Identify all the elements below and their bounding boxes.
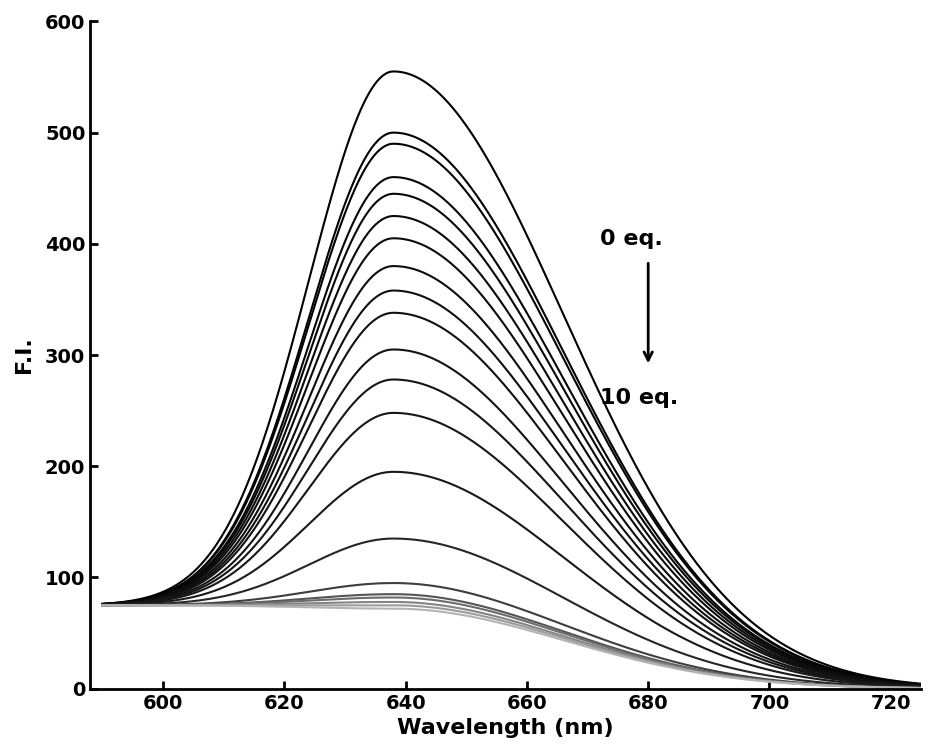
- Y-axis label: F.I.: F.I.: [14, 337, 34, 374]
- X-axis label: Wavelength (nm): Wavelength (nm): [397, 718, 614, 738]
- Text: 10 eq.: 10 eq.: [599, 388, 678, 408]
- Text: 0 eq.: 0 eq.: [599, 229, 662, 250]
